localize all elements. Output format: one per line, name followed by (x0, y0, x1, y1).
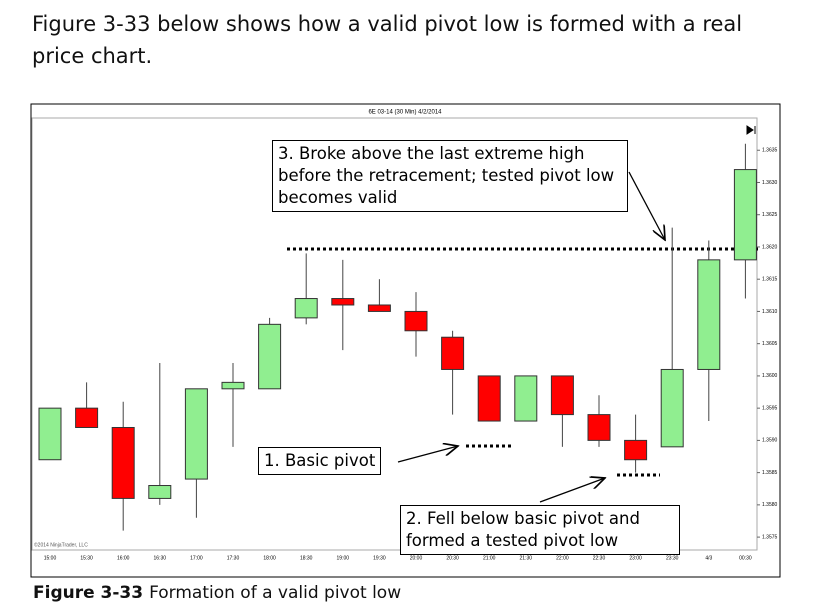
candle-body (697, 259, 721, 370)
x-tick-label: 19:30 (373, 555, 386, 561)
candle-body (331, 298, 355, 306)
candle-body (258, 323, 282, 390)
candle-body (404, 310, 428, 332)
candle-body (550, 375, 574, 416)
x-tick-label: 23:00 (629, 555, 642, 561)
candle-body (587, 414, 611, 441)
candle-body (624, 439, 648, 461)
arrow (628, 171, 665, 240)
y-tick-label: 1.3630 (762, 180, 778, 186)
y-tick-label: 1.3580 (762, 502, 778, 508)
candle-body (221, 381, 245, 390)
x-tick-label: 21:00 (483, 555, 496, 561)
candle-body (367, 304, 391, 312)
x-tick-label: 17:00 (190, 555, 203, 561)
candle-body (441, 336, 465, 370)
x-tick-label: 18:30 (300, 555, 313, 561)
candle-body (660, 368, 684, 448)
y-tick-label: 1.3600 (762, 373, 778, 379)
x-tick-label: 00:30 (739, 555, 752, 561)
annotation: 2. Fell below basic pivot and formed a t… (400, 505, 680, 555)
arrow (397, 446, 458, 463)
x-tick-label: 15:30 (80, 555, 93, 561)
y-tick-label: 1.3610 (762, 309, 778, 315)
candle-body (75, 407, 99, 428)
y-tick-label: 1.3590 (762, 438, 778, 444)
y-tick-label: 1.3620 (762, 244, 778, 250)
x-tick-label: 22:30 (593, 555, 606, 561)
x-tick-label: 21:30 (520, 555, 533, 561)
x-tick-label: 18:00 (263, 555, 276, 561)
y-tick-label: 1.3605 (762, 341, 778, 347)
x-tick-label: 20:30 (446, 555, 459, 561)
candle-body (514, 375, 538, 422)
x-tick-label: 16:00 (117, 555, 130, 561)
x-tick-label: 16:30 (154, 555, 167, 561)
y-tick-label: 1.3595 (762, 405, 778, 411)
candle-body (184, 388, 208, 480)
x-tick-label: 15:00 (44, 555, 57, 561)
y-tick-label: 1.3635 (762, 148, 778, 154)
x-tick-label: 4/3 (705, 555, 712, 561)
candle-body (111, 426, 135, 499)
y-tick-label: 1.3575 (762, 534, 778, 540)
x-tick-label: 19:00 (337, 555, 350, 561)
annotation: 1. Basic pivot (258, 447, 382, 475)
x-tick-label: 23:30 (666, 555, 679, 561)
intro-text: Figure 3-33 below shows how a valid pivo… (32, 12, 743, 68)
scroll-icon (746, 125, 756, 135)
candle-body (294, 298, 318, 319)
candle-body (733, 169, 757, 261)
candle-body (38, 407, 62, 461)
y-tick-label: 1.3585 (762, 470, 778, 476)
y-tick-label: 1.3625 (762, 212, 778, 218)
candle-body (148, 485, 172, 499)
arrow (539, 478, 605, 503)
x-tick-label: 22:00 (556, 555, 569, 561)
chart-title: 6E 03-14 (30 Min) 4/2/2014 (368, 110, 442, 116)
y-tick-label: 1.3615 (762, 277, 778, 283)
caption-text: Formation of a valid pivot low (149, 583, 402, 603)
x-tick-label: 17:30 (227, 555, 240, 561)
x-tick-label: 20:00 (410, 555, 423, 561)
caption-label: Figure 3-33 (33, 583, 144, 603)
annotation: 3. Broke above the last extreme high bef… (272, 140, 628, 212)
candle-body (477, 375, 501, 422)
copyright: ©2014 NinjaTrader, LLC (34, 541, 88, 548)
caption: Figure 3-33 Formation of a valid pivot lo… (33, 583, 401, 603)
